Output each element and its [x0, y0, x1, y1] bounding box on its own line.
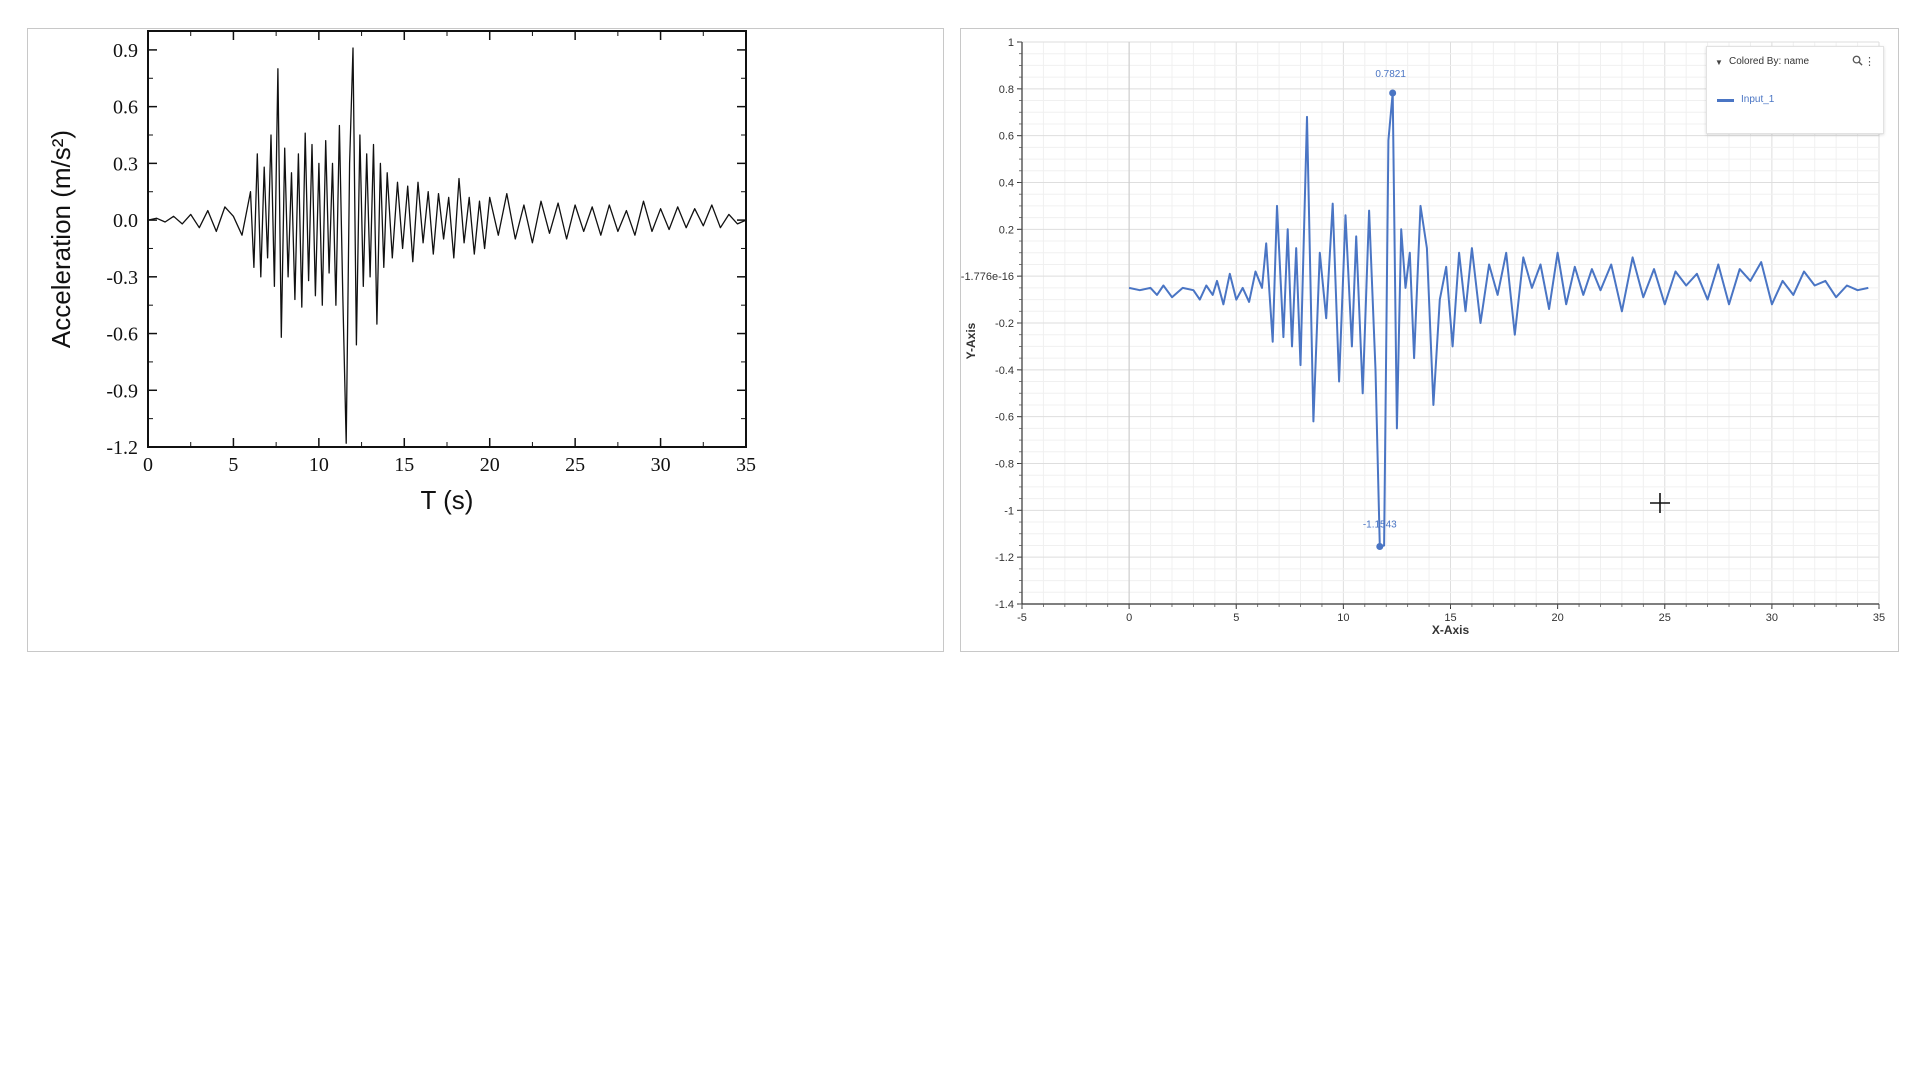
y-tick-label: -0.3 [106, 267, 138, 289]
x-tick-label: 35 [736, 454, 756, 476]
y-axis-label: Acceleration (m/s²) [46, 130, 76, 348]
y-tick-label: -0.2 [995, 318, 1014, 330]
more-options-icon[interactable]: ⋮ [1864, 56, 1875, 68]
max-point-marker[interactable] [1389, 89, 1397, 97]
y-tick-label: 0.0 [113, 210, 138, 232]
legend-panel: ▼ Colored By: name ⋮ Input_1 [1706, 46, 1884, 134]
x-tick-label: 20 [480, 454, 500, 476]
legend-label: Input_1 [1741, 94, 1775, 105]
max-value-label: 0.7821 [1375, 69, 1406, 80]
y-tick-label: 0.2 [999, 224, 1014, 236]
x-tick-label: 30 [651, 454, 671, 476]
x-tick-label: 15 [394, 454, 414, 476]
x-tick-label: 5 [1233, 612, 1239, 624]
right-chart-panel: -5 0 5 10 15 20 25 30 35 1 0.8 0.6 0.4 0.2 -1.776e-16 -… [960, 28, 1899, 652]
x-tick-label: 0 [1126, 612, 1132, 624]
legend-title: Colored By: name [1729, 56, 1810, 67]
y-axis-label: Y-Axis [964, 322, 978, 359]
y-tick-label: -1 [1004, 505, 1014, 517]
x-tick-label: -5 [1017, 612, 1027, 624]
x-tick-label: 5 [228, 454, 238, 476]
x-tick-label: 15 [1444, 612, 1456, 624]
acceleration-series-line [147, 47, 747, 444]
y-tick-label: 0.6 [999, 131, 1014, 143]
x-tick-label: 20 [1552, 612, 1564, 624]
x-tick-label: 0 [143, 454, 153, 476]
y-tick-label: -0.8 [995, 459, 1014, 471]
legend-swatch [1717, 99, 1734, 102]
x-tick-label: 10 [1337, 612, 1349, 624]
xy-line-chart[interactable]: -5 0 5 10 15 20 25 30 35 1 0.8 0.6 0.4 0.2 -1.776e-16 -… [961, 29, 1898, 651]
y-tick-label: 0.3 [113, 153, 138, 175]
min-value-label: -1.1543 [1363, 519, 1397, 530]
min-point-marker[interactable] [1376, 542, 1384, 550]
y-tick-label: -0.9 [106, 380, 138, 402]
y-tick-label: -0.4 [995, 365, 1014, 377]
x-axis-label: T (s) [421, 485, 474, 515]
y-tick-label: 0.4 [999, 178, 1014, 190]
x-tick-label: 25 [1659, 612, 1671, 624]
acceleration-chart: 0 5 10 15 20 25 30 35 0.9 0.6 0.3 0.0 -0.3 -0.6 -0.9 -1… [46, 30, 756, 515]
plot-frame [147, 30, 747, 448]
x-tick-label: 35 [1873, 612, 1885, 624]
y-tick-label: -1.4 [995, 599, 1014, 611]
input-1-series-line[interactable] [1128, 92, 1869, 548]
chevron-down-icon[interactable]: ▼ [1715, 58, 1723, 67]
y-tick-label: -0.6 [995, 412, 1014, 424]
y-tick-label: -1.776e-16 [961, 271, 1014, 283]
x-axis-label: X-Axis [1432, 623, 1470, 637]
left-chart-panel: 0 5 10 15 20 25 30 35 0.9 0.6 0.3 0.0 -0.3 -0.6 -0.9 -1… [27, 28, 944, 652]
y-tick-label: -1.2 [106, 437, 138, 459]
x-tick-label: 25 [565, 454, 585, 476]
search-icon[interactable] [1852, 55, 1863, 66]
x-tick-label: 30 [1766, 612, 1778, 624]
y-tick-label: -0.6 [106, 324, 138, 346]
y-tick-label: 0.9 [113, 40, 138, 62]
x-tick-label: 10 [309, 454, 329, 476]
y-tick-label: 0.8 [999, 84, 1014, 96]
y-tick-label: 1 [1008, 37, 1014, 49]
y-tick-label: -1.2 [995, 552, 1014, 564]
crosshair-cursor-icon [1650, 493, 1670, 513]
y-tick-label: 0.6 [113, 97, 138, 119]
legend-header: ▼ Colored By: name ⋮ [1715, 55, 1877, 72]
